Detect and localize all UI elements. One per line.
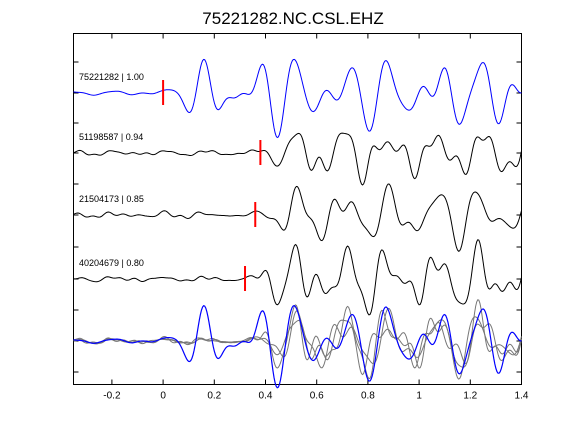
x-tick-label: 1.2 — [463, 391, 477, 402]
x-tick-label: 0 — [160, 391, 166, 402]
x-tick-label: -0.2 — [103, 391, 121, 402]
pick-markers — [162, 80, 262, 291]
trace-labels: 75221282 | 1.00 51198587 | 0.94 21504173 |… — [79, 72, 144, 268]
traces — [73, 58, 522, 316]
trace-line — [73, 239, 522, 316]
trace-label: 75221282 | 1.00 — [79, 72, 144, 82]
x-tick-label: 1 — [416, 391, 422, 402]
stacked-overlay — [73, 299, 522, 389]
x-tick-label: 0.8 — [361, 391, 375, 402]
x-tick-label: 1.4 — [515, 391, 529, 402]
trace-label: 21504173 | 0.85 — [79, 194, 144, 204]
trace-line — [73, 132, 522, 186]
trace-line — [73, 183, 522, 252]
trace-label: 40204679 | 0.80 — [79, 258, 144, 268]
trace-label: 51198587 | 0.94 — [79, 132, 143, 142]
x-tick-label: 0.6 — [310, 391, 324, 402]
chart-title: 75221282.NC.CSL.EHZ — [202, 9, 383, 28]
axis-ticks: -0.2 0 0.2 0.4 0.6 0.8 1 1.2 1.4 — [73, 33, 529, 402]
x-tick-label: 0.4 — [259, 391, 273, 402]
plot-frame — [73, 33, 522, 385]
overlay-trace-line — [73, 305, 522, 389]
x-tick-label: 0.2 — [207, 391, 221, 402]
trace-line — [73, 58, 522, 139]
